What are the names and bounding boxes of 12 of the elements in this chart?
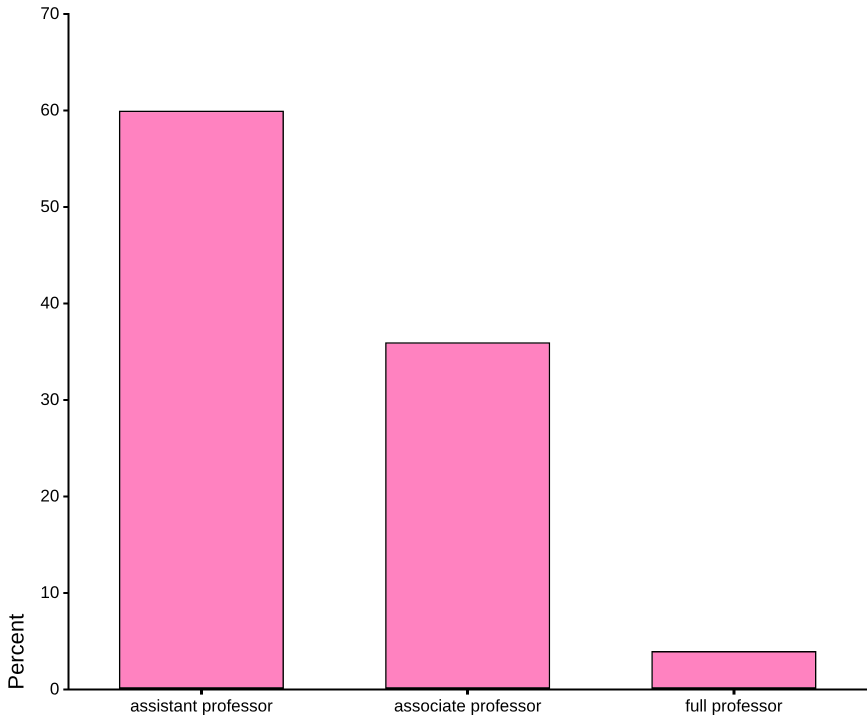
y-tick-label: 0 (50, 679, 60, 698)
y-axis-title: Percent (3, 614, 28, 690)
y-tick-label: 50 (40, 196, 60, 216)
x-tick-label: associate professor (394, 696, 542, 716)
x-tick-label: assistant professor (130, 696, 274, 716)
x-tick-label: full professor (685, 696, 783, 716)
y-tick-label: 40 (40, 293, 60, 312)
y-tick-label: 60 (40, 100, 60, 120)
y-tick-label: 30 (40, 390, 60, 409)
y-tick-label: 10 (40, 582, 60, 602)
y-tick-label: 20 (40, 486, 60, 506)
y-tick-label: 70 (40, 4, 60, 23)
